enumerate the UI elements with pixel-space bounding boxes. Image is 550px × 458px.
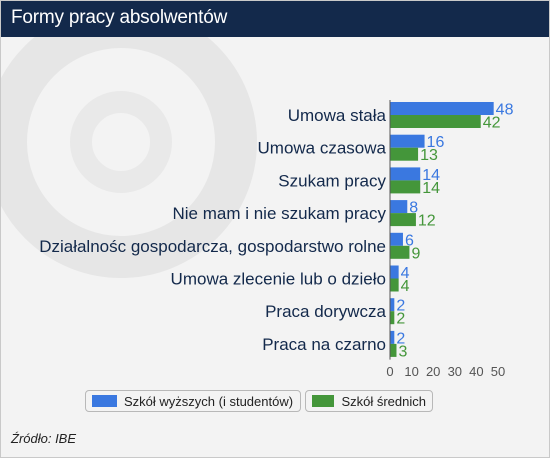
value-label-series-1: 6 [405, 232, 414, 249]
bar-series-2 [390, 311, 395, 325]
bar-series-1 [390, 102, 494, 115]
category-label: Działalnośc gospodarcza, gospodarstwo ro… [39, 237, 386, 256]
value-label-series-2: 4 [401, 278, 410, 295]
watermark-logo-icon [1, 37, 257, 278]
value-label-series-1: 16 [427, 134, 445, 151]
x-tick-label: 30 [448, 364, 462, 379]
bar-series-1 [390, 298, 395, 312]
value-label-series-1: 48 [496, 102, 514, 119]
x-tick-label: 50 [491, 364, 505, 379]
bar-series-2 [390, 213, 416, 227]
legend-swatch-series-1 [92, 395, 117, 407]
header-bar: Formy pracy absolwentów [1, 1, 549, 37]
value-label-series-2: 3 [398, 343, 407, 360]
bar-series-2 [390, 343, 397, 357]
category-label: Nie mam i nie szukam pracy [172, 204, 386, 223]
value-label-series-1: 2 [396, 298, 405, 315]
legend-item-series-1: Szkół wyższych (i studentów) [85, 390, 301, 412]
value-label-series-1: 14 [422, 167, 440, 184]
bar-series-2 [390, 278, 399, 292]
value-label-series-1: 8 [409, 200, 418, 217]
value-label-series-2: 13 [420, 147, 438, 164]
value-label-series-2: 12 [418, 213, 436, 230]
value-label-series-2: 14 [422, 180, 440, 197]
category-label: Umowa stała [288, 106, 387, 125]
value-label-series-1: 2 [396, 330, 405, 347]
value-label-series-2: 2 [396, 311, 405, 328]
bar-series-1 [390, 330, 395, 344]
value-label-series-2: 9 [411, 245, 420, 262]
bar-series-2 [390, 245, 410, 259]
bar-series-2 [390, 180, 421, 194]
legend-swatch-series-2 [312, 395, 335, 407]
legend-label-series-2: Szkół średnich [341, 393, 426, 409]
x-tick-label: 10 [404, 364, 418, 379]
x-tick-label: 20 [426, 364, 440, 379]
category-label: Praca dorywcza [265, 302, 386, 321]
category-label: Umowa czasowa [258, 139, 387, 158]
x-tick-label: 40 [469, 364, 483, 379]
bar-series-1 [390, 200, 408, 214]
bar-series-1 [390, 232, 403, 246]
legend-label-series-1: Szkół wyższych (i studentów) [124, 393, 294, 409]
bar-series-1 [390, 265, 399, 279]
bar-series-1 [390, 134, 425, 148]
legend-item-series-2: Szkół średnich [305, 390, 433, 412]
x-tick-label: 0 [386, 364, 393, 379]
value-label-series-1: 4 [401, 265, 410, 282]
category-label: Umowa zlecenie lub o dzieło [171, 270, 386, 289]
bar-series-1 [390, 167, 421, 181]
bar-series-2 [390, 147, 419, 161]
category-label: Praca na czarno [262, 335, 386, 354]
value-label-series-2: 42 [483, 115, 501, 132]
category-label: Szukam pracy [278, 171, 386, 190]
chart-title: Formy pracy absolwentów [11, 7, 228, 28]
source-note: Źródło: IBE [11, 431, 77, 446]
bar-series-2 [390, 115, 481, 128]
